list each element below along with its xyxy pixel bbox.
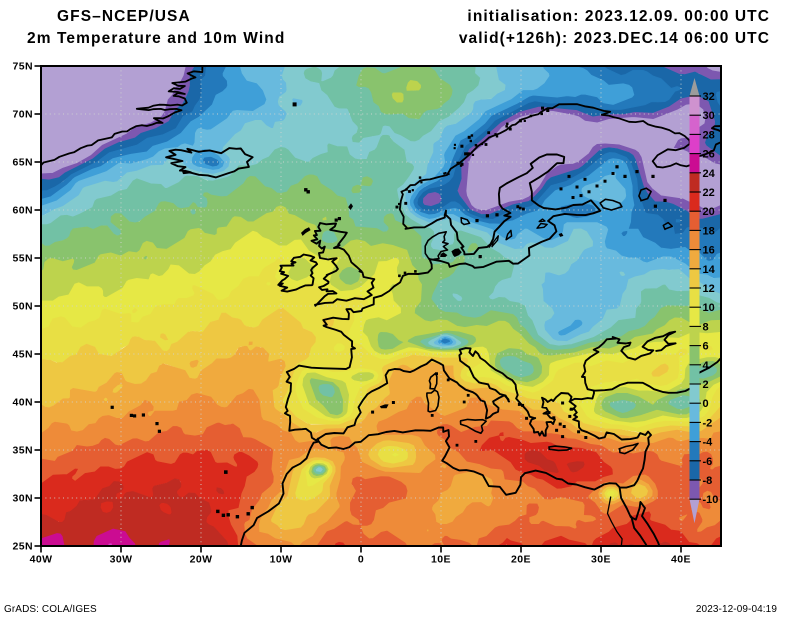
svg-text:GrADS: COLA/IGES: GrADS: COLA/IGES <box>4 604 97 615</box>
svg-text:32: 32 <box>703 91 715 103</box>
svg-text:initialisation: 2023.12.09. 00: initialisation: 2023.12.09. 00:00 UTC <box>467 8 770 25</box>
svg-text:GFS–NCEP/USA: GFS–NCEP/USA <box>57 8 191 25</box>
svg-text:14: 14 <box>703 264 716 276</box>
svg-text:10W: 10W <box>270 554 293 566</box>
svg-text:28: 28 <box>703 129 715 141</box>
svg-text:30E: 30E <box>591 554 611 566</box>
svg-text:30: 30 <box>703 110 715 122</box>
svg-text:-2: -2 <box>703 417 713 429</box>
svg-text:10: 10 <box>703 302 715 314</box>
svg-text:4: 4 <box>703 360 710 372</box>
svg-text:40N: 40N <box>13 397 33 409</box>
svg-text:50N: 50N <box>13 301 33 313</box>
svg-text:22: 22 <box>703 187 715 199</box>
svg-text:30W: 30W <box>110 554 133 566</box>
svg-text:-8: -8 <box>703 475 713 487</box>
svg-text:20W: 20W <box>190 554 213 566</box>
svg-text:25N: 25N <box>13 541 33 553</box>
svg-text:40E: 40E <box>671 554 691 566</box>
svg-text:20: 20 <box>703 206 715 218</box>
svg-text:24: 24 <box>703 168 716 180</box>
svg-text:18: 18 <box>703 225 715 237</box>
svg-text:12: 12 <box>703 283 715 295</box>
svg-text:55N: 55N <box>13 253 33 265</box>
svg-text:60N: 60N <box>13 205 33 217</box>
svg-text:30N: 30N <box>13 493 33 505</box>
svg-text:8: 8 <box>703 321 709 333</box>
svg-text:2: 2 <box>703 379 709 391</box>
svg-text:75N: 75N <box>13 61 33 73</box>
svg-text:35N: 35N <box>13 445 33 457</box>
svg-text:-6: -6 <box>703 456 713 468</box>
svg-text:2m Temperature and 10m Wind: 2m Temperature and 10m Wind <box>27 30 285 47</box>
svg-text:2023-12-09-04:19: 2023-12-09-04:19 <box>696 604 777 615</box>
svg-text:10E: 10E <box>431 554 451 566</box>
svg-text:26: 26 <box>703 149 715 161</box>
svg-text:-10: -10 <box>703 494 719 506</box>
svg-text:0: 0 <box>358 554 364 566</box>
svg-text:0: 0 <box>703 398 709 410</box>
svg-text:20E: 20E <box>511 554 531 566</box>
svg-text:-4: -4 <box>703 437 714 449</box>
svg-text:16: 16 <box>703 245 715 257</box>
svg-text:45N: 45N <box>13 349 33 361</box>
svg-text:valid(+126h): 2023.DEC.14 06:0: valid(+126h): 2023.DEC.14 06:00 UTC <box>459 30 770 47</box>
svg-text:40W: 40W <box>30 554 53 566</box>
svg-text:65N: 65N <box>13 157 33 169</box>
svg-text:70N: 70N <box>13 109 33 121</box>
svg-text:6: 6 <box>703 341 709 353</box>
